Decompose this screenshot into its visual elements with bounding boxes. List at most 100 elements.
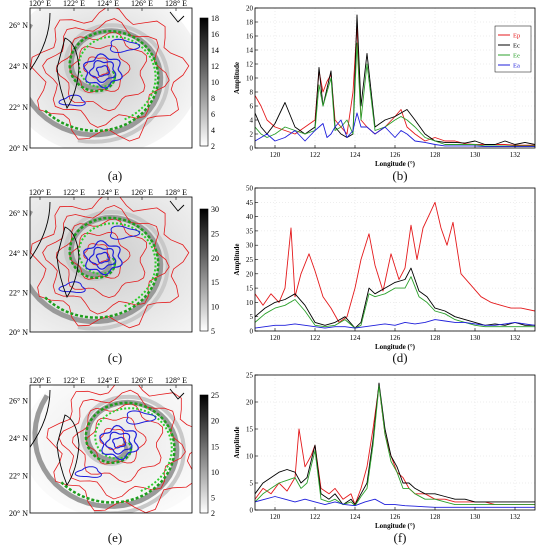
contour-line: [42, 18, 170, 128]
y-axis-label: Amplitude: [233, 62, 241, 94]
series-line-2: [255, 276, 535, 329]
lon-tick-label: 126° E: [131, 376, 153, 385]
y-tick-label: 40: [246, 213, 254, 221]
panel-label-c: (c): [107, 350, 123, 365]
x-tick-label: 128: [430, 151, 441, 159]
spiral-band: [77, 35, 157, 121]
coastline-island: [56, 37, 80, 109]
colorbar-tick-label: 20: [211, 417, 219, 426]
line-panels: 120 122 124 126 128 130 132 0 2 4 6 8 10 12 14 16 18 20 Lo…: [233, 5, 536, 530]
map-border: [29, 384, 193, 514]
contour-line: [88, 246, 117, 270]
lon-tick-label: 126° E: [131, 188, 153, 197]
x-axis-label: Longitude (°): [375, 522, 416, 530]
lat-tick-label: 20° N: [9, 509, 28, 518]
x-tick-label: 130: [470, 151, 481, 159]
y-tick-label: 6: [250, 103, 254, 111]
series-line-2: [255, 385, 535, 507]
colorbar-tick-label: 15: [211, 278, 219, 287]
contour-line: [104, 431, 133, 455]
colorbar-tick-label: 10: [211, 78, 219, 87]
legend-box: [494, 25, 532, 73]
map-border: [29, 196, 193, 333]
lon-tick-label: 128° E: [165, 0, 187, 8]
contour-line: [58, 389, 186, 500]
panel-label-b: (b): [392, 168, 408, 183]
x-tick-label: 126: [390, 334, 401, 342]
series-line-0: [255, 201, 535, 323]
x-tick-label: 120: [270, 513, 281, 521]
lat-tick-label: 24° N: [9, 434, 28, 443]
colorbar-tick-label: 10: [211, 303, 219, 312]
map-panel-2: 120° E 122° E 124° E 126° E 128° E 26° N 24° N…: [9, 376, 219, 518]
y-tick-label: 20: [246, 399, 254, 407]
coastline-mainland: [30, 389, 51, 448]
contour-line: [109, 38, 141, 53]
contour-line: [99, 424, 139, 461]
colorbar-tick-label: 8: [211, 94, 215, 103]
coastline-islands: [169, 388, 185, 400]
y-tick-label: 45: [246, 199, 254, 207]
colorbar: [199, 394, 209, 514]
y-tick-label: 0: [250, 328, 254, 336]
contour-line: [69, 231, 131, 280]
contour-line: [83, 240, 123, 276]
y-tick-label: 20: [246, 270, 254, 278]
lat-tick-label: 22° N: [9, 103, 28, 112]
legend-label: Ea: [513, 63, 520, 70]
y-tick-label: 2: [250, 131, 254, 139]
map-content: [30, 8, 192, 148]
line-chart-1: 120 122 124 126 128 130 132 0 5 10 15 20 25 30 35 40 45 5…: [233, 185, 536, 351]
colorbar-tick-label: 2: [211, 142, 215, 151]
colorbar: [199, 17, 209, 147]
panel-label-a: (a): [107, 168, 123, 183]
line-chart-0: 120 122 124 126 128 130 132 0 2 4 6 8 10 12 14 16 18 20 Lo…: [233, 5, 536, 168]
panel-label-d: (d): [392, 350, 408, 365]
lat-tick-label: 26° N: [9, 396, 28, 405]
x-tick-label: 124: [350, 334, 361, 342]
series-line-3: [255, 496, 535, 508]
lon-tick-label: 120° E: [29, 188, 51, 197]
colorbar-tick-label: 18: [211, 14, 219, 23]
colorbar-tick-label: 30: [211, 205, 219, 214]
contour-line: [74, 466, 103, 478]
contour-line: [88, 59, 117, 84]
lon-tick-label: 122° E: [63, 376, 85, 385]
contour-line: [126, 410, 157, 425]
y-tick-label: 10: [246, 453, 254, 461]
contour-line: [42, 204, 170, 315]
contour-line: [58, 94, 86, 107]
series-group: [255, 382, 535, 508]
x-tick-label: 132: [510, 151, 521, 159]
y-tick-label: 18: [246, 19, 254, 27]
coastline-islands: [169, 200, 185, 212]
lon-tick-label: 122° E: [63, 0, 85, 8]
contour-line: [95, 251, 110, 264]
x-tick-label: 122: [310, 151, 321, 159]
colorbar: [199, 208, 209, 332]
y-tick-label: 25: [246, 372, 254, 380]
y-tick-label: 50: [246, 185, 254, 193]
lon-tick-label: 128° E: [165, 376, 187, 385]
lat-tick-label: 24° N: [9, 62, 28, 71]
x-tick-label: 124: [350, 513, 361, 521]
spiral-band: [59, 401, 176, 504]
spiral-band: [43, 216, 160, 319]
map-panel-0: 120° E 122° E 124° E 126° E 128° E 26° N 24° N…: [9, 0, 219, 153]
contour-line: [30, 197, 190, 329]
lat-tick-label: 20° N: [9, 328, 28, 337]
series-line-2: [255, 42, 535, 147]
contour-line: [30, 8, 190, 142]
y-tick-label: 16: [246, 33, 254, 41]
colorbar-tick-label: 15: [211, 442, 219, 451]
contour-line: [83, 53, 123, 89]
contour-line: [112, 436, 127, 449]
x-tick-label: 132: [510, 334, 521, 342]
lat-tick-label: 20° N: [9, 144, 28, 153]
y-tick-label: 12: [246, 61, 254, 69]
legend-label: Ec: [513, 43, 520, 50]
map-content: [30, 385, 192, 513]
colorbar-tick-label: 2: [211, 509, 215, 518]
contour-line: [109, 225, 141, 240]
lat-tick-label: 26° N: [9, 209, 28, 218]
